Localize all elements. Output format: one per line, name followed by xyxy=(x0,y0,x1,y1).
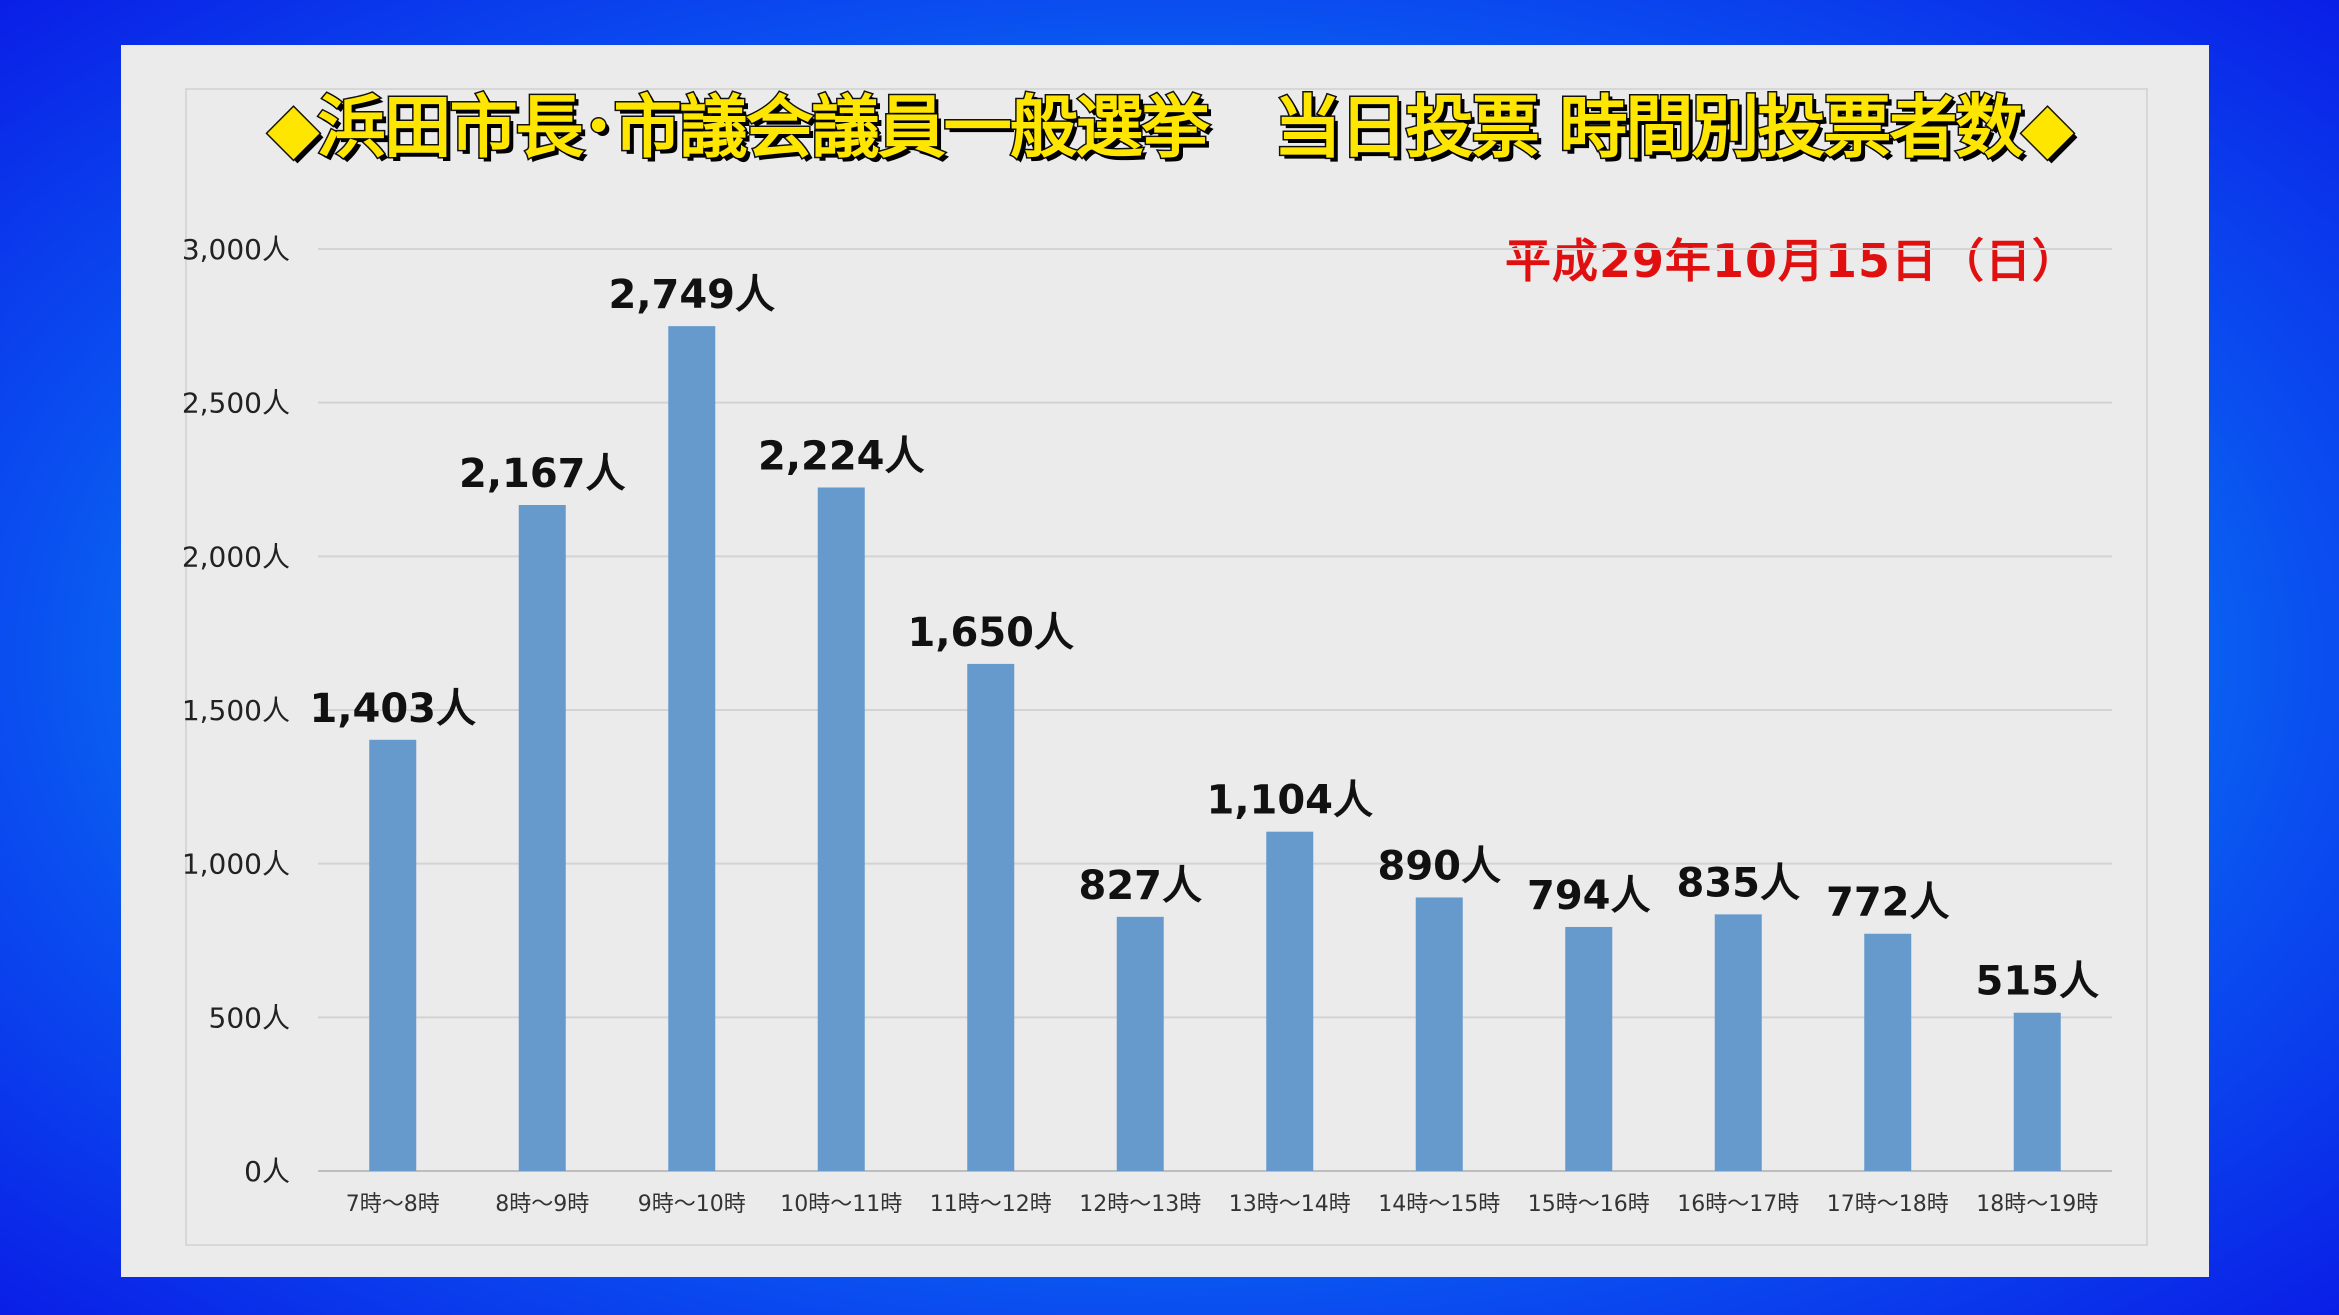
chart-subtitle-date: 平成29年10月15日（日） xyxy=(1504,234,2079,288)
x-tick-label: 7時～8時 xyxy=(346,1192,440,1217)
y-tick-label: 0人 xyxy=(244,1155,290,1188)
data-label: 2,224人 xyxy=(758,433,925,479)
data-label: 2,749人 xyxy=(608,272,775,318)
bar xyxy=(1714,914,1762,1171)
x-tick-label: 17時～18時 xyxy=(1827,1192,1949,1217)
x-tick-label: 8時～9時 xyxy=(495,1192,589,1217)
bar xyxy=(369,739,417,1171)
y-tick-label: 2,500人 xyxy=(182,387,290,420)
bar xyxy=(1116,916,1164,1171)
x-tick-label: 16時～17時 xyxy=(1677,1192,1799,1217)
bar xyxy=(967,663,1015,1171)
bar xyxy=(518,505,566,1171)
data-label: 1,104人 xyxy=(1206,778,1373,824)
x-tick-label: 14時～15時 xyxy=(1378,1192,1500,1217)
x-tick-label: 11時～12時 xyxy=(930,1192,1052,1217)
data-label: 1,650人 xyxy=(907,610,1074,656)
y-tick-label: 2,000人 xyxy=(182,540,290,573)
chart-title: ◆浜田市長･市議会議員一般選挙 当日投票 時間別投票者数◆ xyxy=(266,88,2075,170)
y-tick-label: 3,000人 xyxy=(182,233,290,266)
y-tick-label: 1,000人 xyxy=(182,848,290,881)
data-label: 827人 xyxy=(1079,863,1203,909)
x-tick-label: 12時～13時 xyxy=(1079,1192,1201,1217)
x-axis: 7時～8時 8時～9時 9時～10時 10時～11時 11時～12時 12時～13時 13時… xyxy=(346,1192,2099,1217)
data-label: 1,403人 xyxy=(309,686,476,732)
bars xyxy=(369,326,2061,1172)
data-label: 515人 xyxy=(1976,959,2100,1005)
bar xyxy=(817,487,865,1171)
y-tick-label: 500人 xyxy=(209,1001,290,1034)
x-tick-label: 9時～10時 xyxy=(638,1192,746,1217)
data-label: 2,167人 xyxy=(459,451,626,497)
bar xyxy=(1864,933,1912,1171)
x-tick-label: 15時～16時 xyxy=(1528,1192,1650,1217)
bar xyxy=(1415,897,1463,1171)
data-label: 890人 xyxy=(1378,843,1502,889)
data-label: 835人 xyxy=(1677,860,1801,906)
y-tick-label: 1,500人 xyxy=(182,694,290,727)
gridlines xyxy=(318,248,2112,1172)
y-axis: 0人 500人 1,000人 1,500人 2,000人 2,500人 3,000人 xyxy=(182,233,290,1188)
x-tick-label: 10時～11時 xyxy=(780,1192,902,1217)
bar xyxy=(668,326,716,1172)
x-tick-label: 13時～14時 xyxy=(1229,1192,1351,1217)
data-label: 794人 xyxy=(1527,873,1651,919)
chart-panel xyxy=(121,45,2209,1277)
data-label: 772人 xyxy=(1826,880,1950,926)
bar xyxy=(2013,1012,2061,1171)
data-labels: 1,403人 2,167人 2,749人 2,224人 1,650人 827人1,104人… xyxy=(309,272,2099,1005)
plot-frame xyxy=(185,88,2148,1246)
x-tick-label: 18時～19時 xyxy=(1976,1192,2098,1217)
bar xyxy=(1266,831,1314,1171)
bar xyxy=(1565,926,1613,1171)
